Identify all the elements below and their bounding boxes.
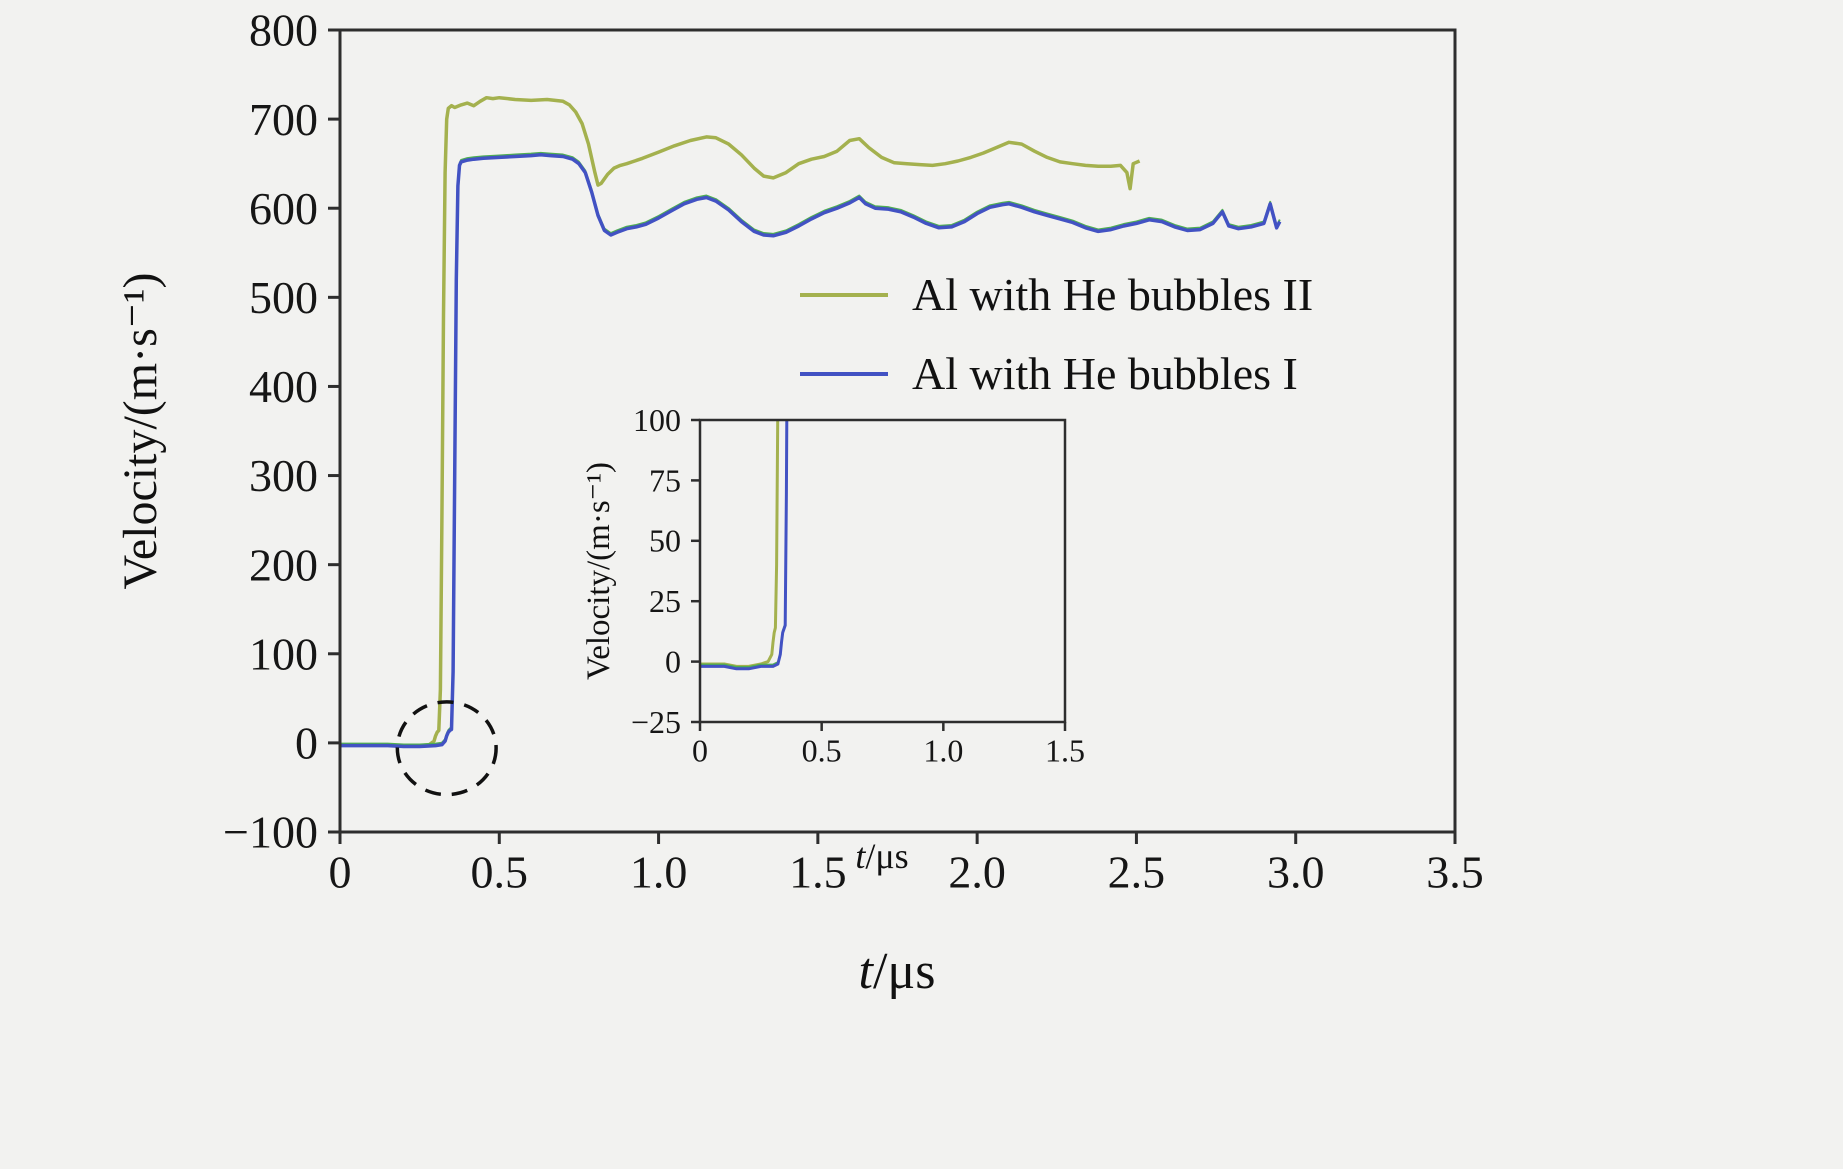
inset-x-axis-label: t/μs bbox=[855, 835, 908, 877]
main-y-axis-label: Velocity/(m·s⁻¹) bbox=[114, 272, 167, 590]
legend-item-bubbles-2: Al with He bubbles II bbox=[800, 268, 1313, 321]
inset-y-axis-label: Velocity/(m·s⁻¹) bbox=[581, 462, 617, 680]
svg-text:400: 400 bbox=[249, 361, 318, 412]
svg-text:0: 0 bbox=[692, 732, 708, 768]
svg-text:1.0: 1.0 bbox=[630, 847, 688, 898]
inset-x-axis-label-unit: /μs bbox=[865, 836, 909, 876]
svg-text:300: 300 bbox=[249, 450, 318, 501]
legend-item-bubbles-1: Al with He bubbles I bbox=[800, 347, 1313, 400]
svg-text:500: 500 bbox=[249, 272, 318, 323]
svg-text:−100: −100 bbox=[223, 807, 318, 858]
svg-text:1.0: 1.0 bbox=[923, 732, 963, 768]
legend-line-swatch-bubbles-1 bbox=[800, 371, 888, 376]
svg-text:1.5: 1.5 bbox=[1045, 732, 1085, 768]
svg-text:0: 0 bbox=[665, 643, 681, 679]
svg-text:700: 700 bbox=[249, 94, 318, 145]
legend-label-bubbles-2: Al with He bubbles II bbox=[912, 269, 1314, 320]
svg-text:2.0: 2.0 bbox=[948, 847, 1006, 898]
svg-text:600: 600 bbox=[249, 183, 318, 234]
svg-text:0.5: 0.5 bbox=[802, 732, 842, 768]
svg-text:2.5: 2.5 bbox=[1108, 847, 1166, 898]
main-x-axis-label-var: t bbox=[858, 943, 873, 1000]
svg-text:50: 50 bbox=[649, 523, 681, 559]
svg-text:25: 25 bbox=[649, 583, 681, 619]
svg-text:3.0: 3.0 bbox=[1267, 847, 1325, 898]
svg-text:200: 200 bbox=[249, 539, 318, 590]
svg-text:75: 75 bbox=[649, 462, 681, 498]
main-x-axis-label: t/μs bbox=[858, 942, 935, 1001]
main-x-axis-label-unit: /μs bbox=[872, 943, 936, 1000]
inset-x-axis-label-var: t bbox=[855, 836, 866, 876]
legend-line-swatch-bubbles-2 bbox=[800, 292, 888, 297]
svg-text:−25: −25 bbox=[631, 704, 681, 740]
svg-text:100: 100 bbox=[633, 402, 681, 438]
legend-label-bubbles-1: Al with He bubbles I bbox=[912, 348, 1298, 399]
svg-text:0: 0 bbox=[295, 718, 318, 769]
svg-text:3.5: 3.5 bbox=[1426, 847, 1484, 898]
svg-text:100: 100 bbox=[249, 628, 318, 679]
svg-text:1.5: 1.5 bbox=[789, 847, 847, 898]
svg-text:0.5: 0.5 bbox=[471, 847, 529, 898]
svg-text:0: 0 bbox=[329, 847, 352, 898]
svg-text:800: 800 bbox=[249, 5, 318, 56]
legend: Al with He bubbles II Al with He bubbles… bbox=[800, 268, 1313, 400]
